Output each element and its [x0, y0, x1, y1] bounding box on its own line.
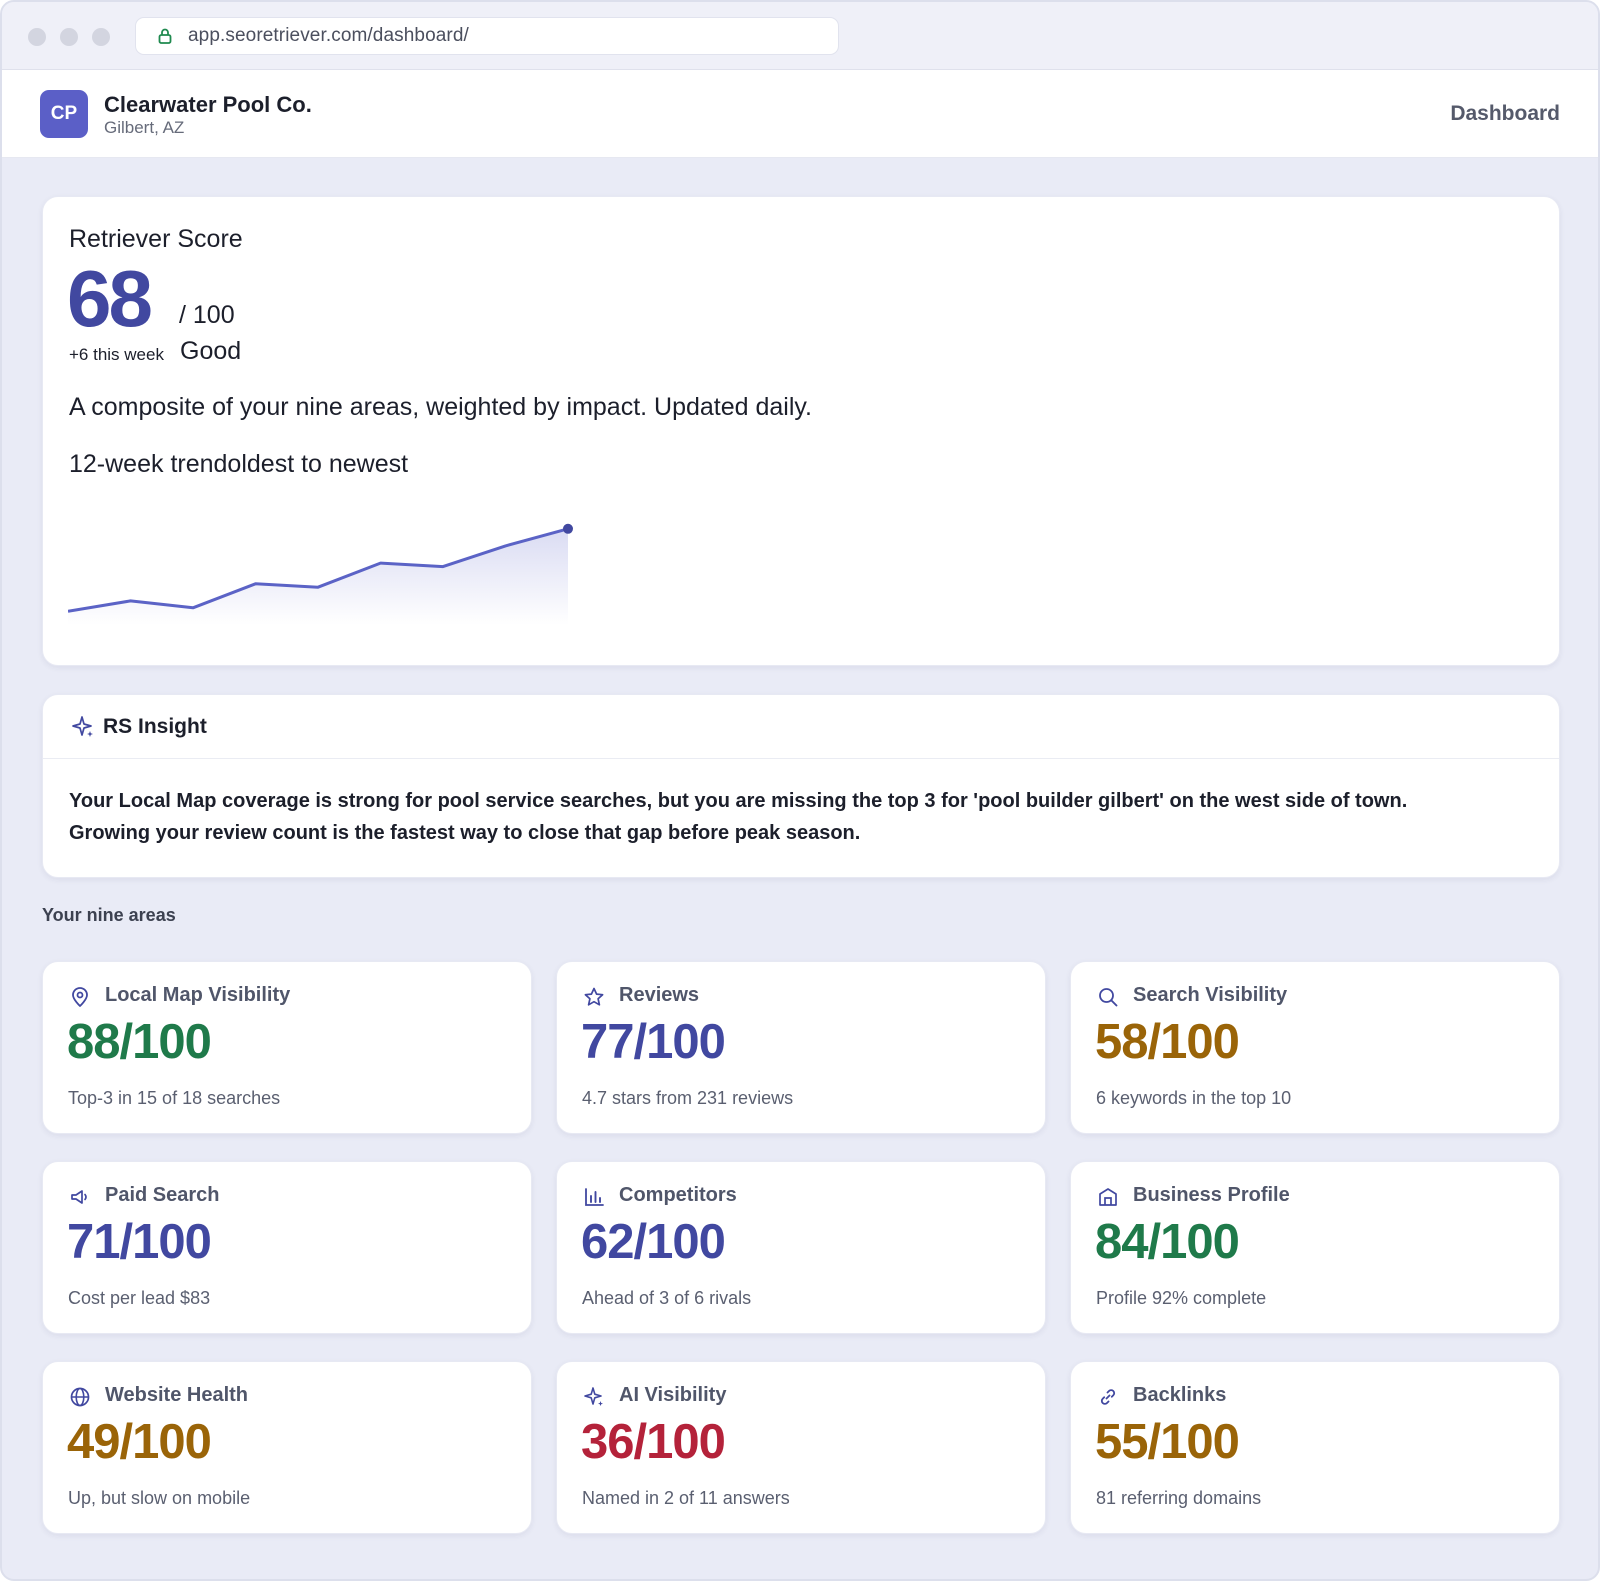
trend-label: 12-week trendoldest to newest: [69, 450, 409, 478]
score-value: 68: [67, 254, 153, 343]
area-score: 58/100: [1095, 1015, 1240, 1069]
trend-chart: [68, 523, 573, 625]
area-title: Paid Search: [105, 1184, 220, 1206]
area-score: 62/100: [581, 1215, 726, 1269]
window-minimize-dot[interactable]: [60, 28, 78, 46]
star-icon: [584, 987, 604, 1006]
area-title: Website Health: [105, 1384, 248, 1406]
area-detail: Named in 2 of 11 answers: [582, 1488, 790, 1508]
area-detail: 81 referring domains: [1096, 1488, 1262, 1508]
area-detail: Up, but slow on mobile: [68, 1488, 251, 1508]
insight-card: RS Insight Your Local Map coverage is st…: [42, 694, 1560, 878]
area-card-reviews[interactable]: Reviews 77/100 4.7 stars from 231 review…: [556, 961, 1046, 1134]
app-header: CP Clearwater Pool Co. Gilbert, AZ Dashb…: [2, 70, 1598, 158]
insight-body: Your Local Map coverage is strong for po…: [69, 790, 1408, 844]
area-detail: 6 keywords in the top 10: [1096, 1088, 1292, 1108]
insight-title: RS Insight: [103, 715, 207, 738]
link-icon: [1100, 1389, 1116, 1405]
area-title: AI Visibility: [619, 1384, 727, 1406]
score-max: / 100: [179, 301, 235, 329]
bar-chart-icon: [585, 1188, 604, 1206]
storefront-icon: [1099, 1188, 1117, 1206]
area-card-backlinks[interactable]: Backlinks 55/100 81 referring domains: [1070, 1361, 1560, 1534]
area-detail: Top-3 in 15 of 18 searches: [68, 1088, 281, 1108]
area-card-paid-search[interactable]: Paid Search 71/100 Cost per lead $83: [42, 1161, 532, 1334]
area-card-search-visibility[interactable]: Search Visibility 58/100 6 keywords in t…: [1070, 961, 1560, 1134]
map-pin-icon: [72, 987, 88, 1007]
area-score: 36/100: [581, 1415, 726, 1469]
megaphone-icon: [71, 1190, 87, 1204]
area-detail: Cost per lead $83: [68, 1288, 211, 1308]
browser-chrome: app.seoretriever.com/dashboard/: [2, 2, 1598, 70]
area-score: 84/100: [1095, 1215, 1240, 1269]
address-bar[interactable]: app.seoretriever.com/dashboard/: [135, 17, 839, 55]
areas-section-label: Your nine areas: [42, 905, 176, 925]
area-detail: Ahead of 3 of 6 rivals: [582, 1288, 752, 1308]
area-card-local-map[interactable]: Local Map Visibility 88/100 Top-3 in 15 …: [42, 961, 532, 1134]
area-title: Business Profile: [1133, 1184, 1290, 1206]
sparkle-icon: [72, 716, 93, 737]
area-score: 77/100: [581, 1015, 726, 1069]
area-title: Search Visibility: [1133, 984, 1288, 1006]
url-text[interactable]: app.seoretriever.com/dashboard/: [188, 25, 469, 46]
search-icon: [1099, 988, 1118, 1007]
area-detail: Profile 92% complete: [1096, 1288, 1267, 1308]
window-close-dot[interactable]: [28, 28, 46, 46]
retriever-score-card: Retriever Score 68 / 100 +6 this week Go…: [42, 196, 1560, 666]
score-delta: +6 this week: [69, 345, 164, 364]
window-maximize-dot[interactable]: [92, 28, 110, 46]
area-score: 49/100: [67, 1415, 212, 1469]
business-location: Gilbert, AZ: [104, 118, 185, 137]
area-score: 88/100: [67, 1015, 212, 1069]
area-title: Backlinks: [1133, 1384, 1227, 1406]
area-score: 55/100: [1095, 1415, 1240, 1469]
area-card-ai-visibility[interactable]: AI Visibility 36/100 Named in 2 of 11 an…: [556, 1361, 1046, 1534]
trend-line: [68, 527, 569, 613]
area-card-website-health[interactable]: Website Health 49/100 Up, but slow on mo…: [42, 1361, 532, 1534]
area-title: Reviews: [619, 984, 700, 1006]
trend-point: [563, 523, 573, 534]
business-avatar: CP: [40, 90, 88, 138]
area-title: Local Map Visibility: [105, 984, 291, 1006]
insight-header: RS Insight: [43, 695, 1559, 759]
area-score: 71/100: [67, 1215, 212, 1269]
score-grade: Good: [180, 337, 242, 365]
area-card-business-profile[interactable]: Business Profile 84/100 Profile 92% comp…: [1070, 1161, 1560, 1334]
score-description: A composite of your nine areas, weighted…: [69, 393, 813, 421]
trend-area: [68, 528, 568, 625]
globe-icon: [70, 1387, 90, 1407]
area-title: Competitors: [619, 1184, 737, 1206]
area-card-competitors[interactable]: Competitors 62/100 Ahead of 3 of 6 rival…: [556, 1161, 1046, 1334]
business-name: Clearwater Pool Co.: [104, 92, 312, 117]
area-detail: 4.7 stars from 231 reviews: [582, 1088, 794, 1108]
sparkle-icon: [584, 1387, 603, 1406]
score-label: Retriever Score: [69, 225, 243, 253]
nav-dashboard-link[interactable]: Dashboard: [1450, 102, 1560, 125]
lock-icon: [158, 28, 172, 44]
